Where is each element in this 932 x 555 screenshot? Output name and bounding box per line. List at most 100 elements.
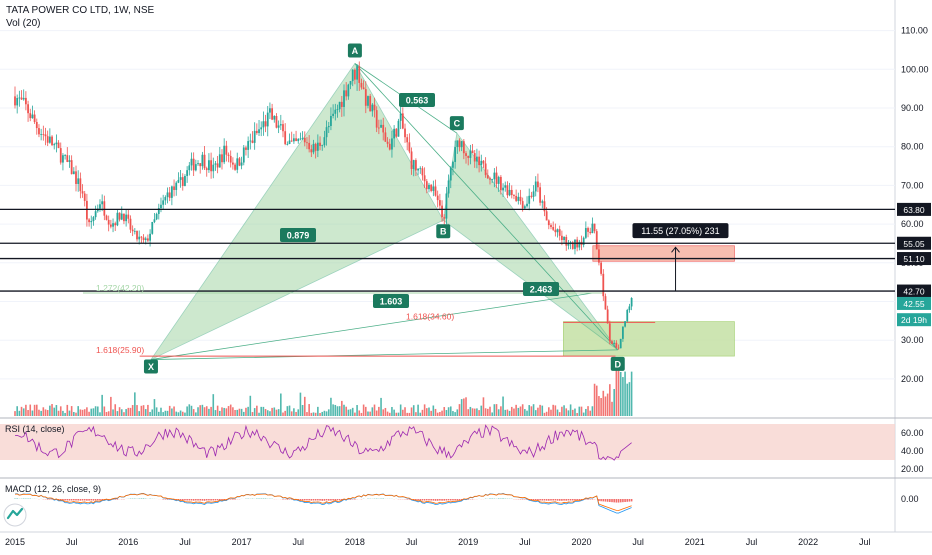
candle-body (539, 187, 541, 202)
macd-histogram-bar (565, 499, 567, 501)
volume-bar (574, 409, 576, 416)
candle-body (269, 108, 271, 112)
volume-bar (339, 406, 341, 416)
candle-body (378, 128, 380, 129)
candle-body (260, 127, 262, 129)
macd-histogram-bar (184, 499, 186, 500)
volume-bar (589, 411, 591, 416)
macd-histogram-bar (215, 499, 217, 500)
volume-bar (276, 410, 278, 416)
candle-body (40, 134, 42, 135)
volume-bar (158, 412, 160, 416)
volume-bar (607, 394, 609, 416)
time-tick-label: Jul (406, 537, 418, 547)
volume-bar (504, 410, 506, 416)
candle-body (130, 219, 132, 230)
candle-body (609, 323, 611, 341)
candle-body (474, 153, 476, 161)
macd-histogram-bar (602, 499, 604, 501)
candle-body (568, 244, 570, 246)
candle-body (280, 124, 282, 125)
macd-histogram-bar (433, 499, 435, 501)
volume-bar (363, 405, 365, 416)
macd-histogram-bar (446, 499, 448, 501)
candle-body (110, 225, 112, 227)
volume-bar (123, 412, 125, 416)
candle-body (114, 223, 116, 225)
volume-bar (345, 407, 347, 416)
candle-body (151, 222, 153, 234)
volume-bar (156, 407, 158, 416)
volume-bar (565, 408, 567, 416)
ratio-label-xd: 1.603 (380, 297, 403, 307)
volume-bar (258, 413, 260, 416)
volume-bar (304, 397, 306, 416)
macd-pane (14, 493, 632, 513)
candle-body (167, 192, 169, 197)
volume-bar (239, 409, 241, 416)
volume-bar (411, 407, 413, 416)
candle-body (154, 219, 156, 222)
candle-body (291, 141, 293, 142)
candle-body (239, 158, 241, 165)
macd-histogram-bar (535, 499, 537, 500)
candle-body (587, 228, 589, 232)
volume-bar (143, 405, 145, 416)
volume-bar (631, 372, 633, 416)
time-tick-label: Jul (859, 537, 871, 547)
volume-bar (443, 407, 445, 416)
candle-body (171, 186, 173, 197)
macd-histogram-bar (552, 499, 554, 501)
candle-body (210, 160, 212, 171)
candle-body (607, 309, 609, 323)
macd-histogram-bar (97, 499, 99, 500)
fib-label-1272: 1.272(42.20) (96, 283, 144, 293)
candle-body (493, 173, 495, 180)
macd-histogram-bar (609, 499, 611, 502)
volume-bar (541, 406, 543, 416)
candle-body (393, 129, 395, 139)
candle-body (234, 165, 236, 170)
candle-body (175, 183, 177, 190)
volume-bar (435, 409, 437, 416)
volume-bar (186, 406, 188, 416)
candle-body (330, 116, 332, 126)
time-tick-label: 2021 (685, 537, 705, 547)
volume-bar (398, 413, 400, 416)
candle-body (352, 70, 354, 81)
volume-bar (358, 410, 360, 416)
tradingview-logo[interactable] (4, 504, 26, 526)
candle-body (284, 131, 286, 144)
volume-bar (82, 410, 84, 416)
volume-bar (90, 409, 92, 416)
macd-histogram-bar (191, 499, 193, 501)
volume-bar (393, 410, 395, 416)
volume-bar (611, 402, 613, 416)
volume-bar (624, 372, 626, 416)
volume-bar (568, 410, 570, 416)
price-tick-label: 30.00 (901, 335, 924, 345)
volume-bar (114, 404, 116, 416)
macd-histogram-bar (302, 499, 304, 500)
time-tick-label: Jul (66, 537, 78, 547)
candle-body (223, 146, 225, 162)
candle-body (415, 160, 417, 170)
candle-body (520, 197, 522, 201)
volume-bar (507, 410, 509, 416)
volume-bar (101, 395, 103, 416)
volume-bar (487, 409, 489, 416)
volume-bar (544, 413, 546, 416)
volume-bar (119, 407, 121, 416)
candle-body (358, 66, 360, 83)
candle-body (535, 182, 537, 192)
volume-bar (180, 411, 182, 416)
volume-bar (182, 412, 184, 416)
volume-bar (191, 406, 193, 416)
candle-body (402, 113, 404, 128)
volume-bar (463, 398, 465, 416)
candle-body (631, 298, 633, 306)
volume-bar (171, 408, 173, 416)
candle-body (204, 155, 206, 168)
